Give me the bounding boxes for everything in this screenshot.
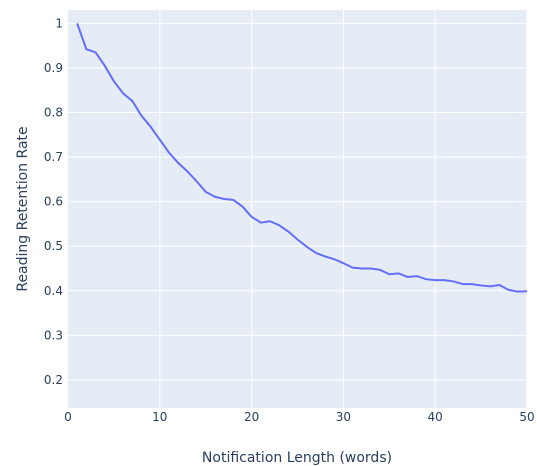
y-tick-label: 0.6: [44, 195, 63, 209]
y-tick-label: 1: [55, 16, 63, 30]
y-axis-tick-labels: 0.2 0.3 0.4 0.5 0.6 0.7 0.8 0.9 1: [44, 16, 63, 387]
y-tick-label: 0.8: [44, 106, 63, 120]
x-tick-label: 20: [244, 410, 259, 424]
horizontal-gridlines: [68, 22, 527, 381]
y-tick-label: 0.7: [44, 150, 63, 164]
retention-series-line: [76, 23, 528, 293]
x-tick-label: 0: [64, 410, 72, 424]
x-axis-tick-labels: 0 10 20 30 40 50: [64, 410, 534, 424]
y-tick-label: 0.4: [44, 284, 63, 298]
x-tick-label: 50: [519, 410, 534, 424]
x-axis-title: Notification Length (words): [202, 450, 392, 466]
y-tick-label: 0.5: [44, 239, 63, 253]
vertical-gridlines: [159, 10, 528, 408]
y-tick-label: 0.3: [44, 328, 63, 342]
y-tick-label: 0.2: [44, 373, 63, 387]
y-axis-title: Reading Retention Rate: [15, 126, 31, 291]
x-tick-label: 10: [152, 410, 167, 424]
x-tick-label: 30: [336, 410, 351, 424]
plot-area-background: [68, 10, 527, 408]
x-tick-label: 40: [428, 410, 443, 424]
y-tick-label: 0.9: [44, 61, 63, 75]
